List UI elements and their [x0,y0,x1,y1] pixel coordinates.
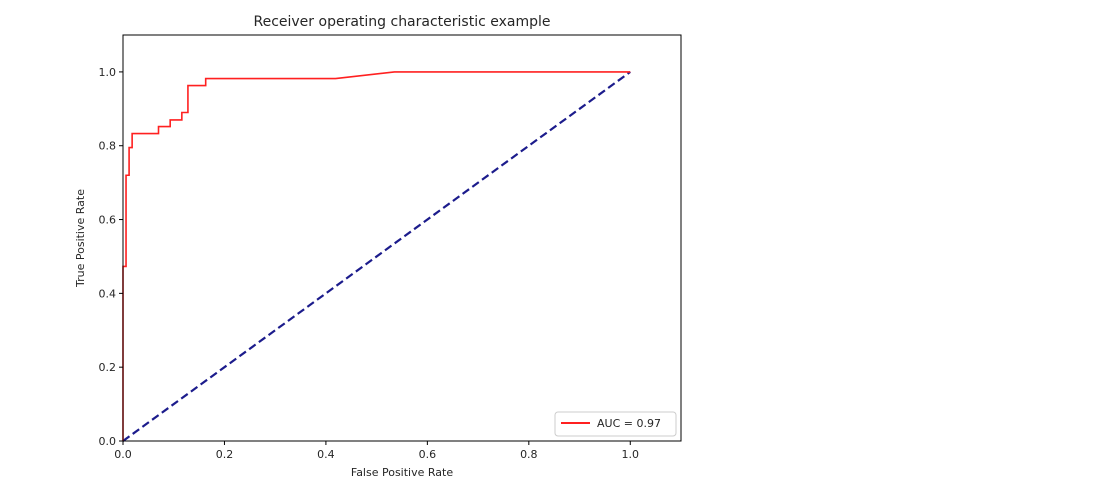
x-axis-label: False Positive Rate [351,466,453,479]
plot-area [122,71,631,442]
legend-label-roc: AUC = 0.97 [597,417,661,430]
y-tick-label: 0.6 [99,214,117,227]
y-axis-label: True Positive Rate [74,189,87,288]
legend: AUC = 0.97 [554,411,677,437]
x-tick-label: 0.4 [317,448,335,461]
chart-title: Receiver operating characteristic exampl… [253,14,550,30]
y-tick-label: 1.0 [99,66,117,79]
legend-box [554,411,677,437]
axis-ticks: 0.0 0.2 0.4 0.6 0.8 1.0 0.0 0.2 0.4 0.6 0.8 1.0 [99,66,640,461]
y-tick-label: 0.2 [99,361,117,374]
x-tick-label: 0.0 [114,448,132,461]
y-tick-label: 0.0 [99,435,117,448]
plot-frame [122,34,682,442]
series-line-chance-diagonal [122,71,631,442]
x-tick-label: 1.0 [622,448,640,461]
series-line-roc [122,71,631,441]
y-tick-label: 0.8 [99,140,117,153]
x-tick-label: 0.8 [520,448,538,461]
y-tick-label: 0.4 [99,287,117,300]
x-tick-label: 0.2 [216,448,234,461]
x-tick-label: 0.6 [419,448,437,461]
